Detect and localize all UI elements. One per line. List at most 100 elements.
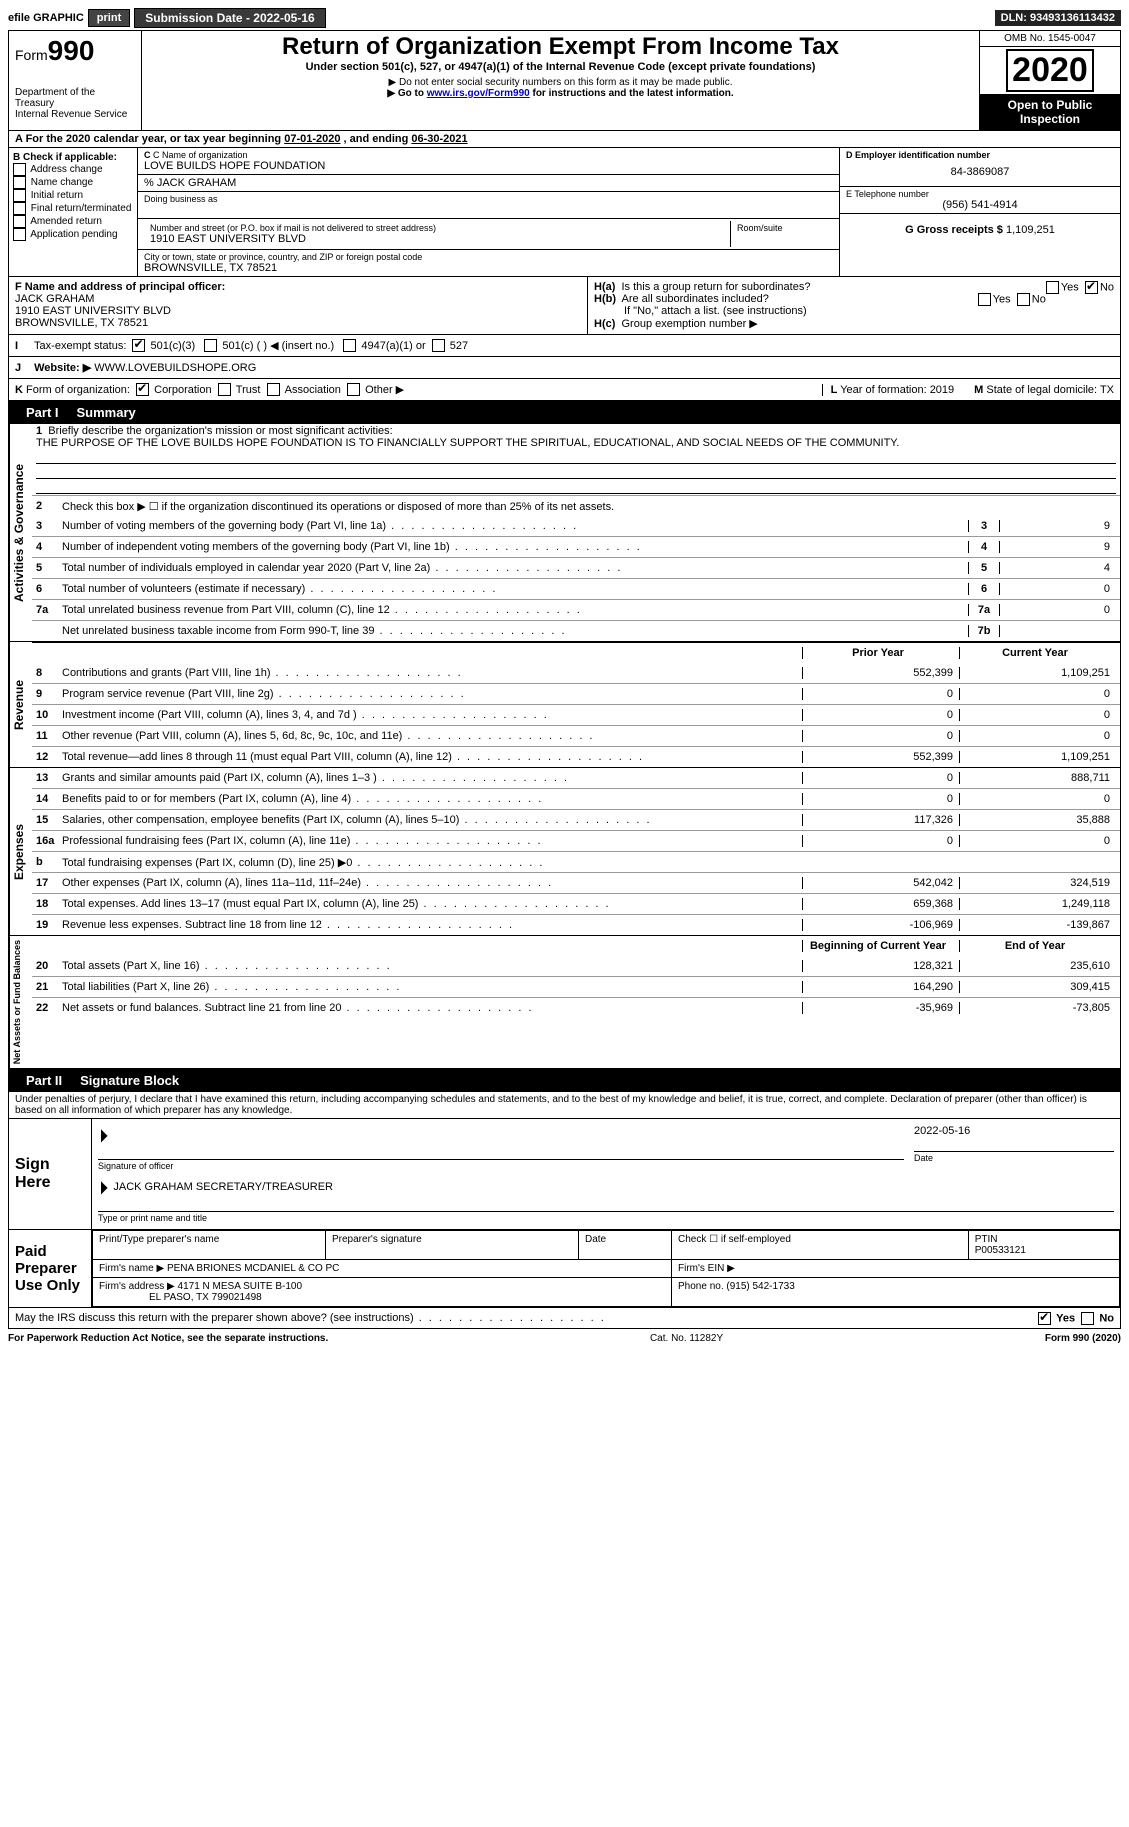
sign-here-block: Sign Here ▶ Signature of officer 2022-05… [8, 1119, 1121, 1230]
form-subtitle: Under section 501(c), 527, or 4947(a)(1)… [148, 61, 973, 73]
data-line: 20Total assets (Part X, line 16)128,3212… [32, 956, 1120, 976]
sign-here-label: Sign Here [9, 1119, 92, 1229]
ha-no[interactable] [1085, 281, 1098, 294]
chk-initial-return[interactable] [13, 189, 26, 202]
form-title: Return of Organization Exempt From Incom… [148, 33, 973, 61]
chk-527[interactable] [432, 339, 445, 352]
open-to-public: Open to Public Inspection [980, 94, 1120, 130]
hb-row: H(b) Are all subordinates included? Yes … [594, 293, 1114, 305]
col-c-org-info: C C Name of organization LOVE BUILDS HOP… [138, 148, 839, 276]
data-line: 21Total liabilities (Part X, line 26)164… [32, 976, 1120, 997]
chk-name-change[interactable] [13, 176, 26, 189]
data-line: 16aProfessional fundraising fees (Part I… [32, 830, 1120, 851]
data-line: 14Benefits paid to or for members (Part … [32, 788, 1120, 809]
gov-vlabel: Activities & Governance [9, 424, 32, 641]
row-j-website: J Website: ▶ WWW.LOVEBUILDSHOPE.ORG [8, 357, 1121, 379]
officer-name: JACK GRAHAM [15, 293, 94, 305]
org-name: LOVE BUILDS HOPE FOUNDATION [144, 160, 833, 172]
row-a-tax-year: A For the 2020 calendar year, or tax yea… [8, 131, 1121, 148]
perjury-declaration: Under penalties of perjury, I declare th… [8, 1092, 1121, 1119]
data-line: 11Other revenue (Part VIII, column (A), … [32, 725, 1120, 746]
data-line: 9Program service revenue (Part VIII, lin… [32, 683, 1120, 704]
rev-vlabel: Revenue [9, 642, 32, 767]
paid-prep-label: Paid Preparer Use Only [9, 1230, 92, 1307]
data-line: 17Other expenses (Part IX, column (A), l… [32, 872, 1120, 893]
part1-expenses: Expenses 13Grants and similar amounts pa… [8, 768, 1121, 936]
na-vlabel: Net Assets or Fund Balances [9, 936, 32, 1068]
data-line: 22Net assets or fund balances. Subtract … [32, 997, 1120, 1018]
chk-trust[interactable] [218, 383, 231, 396]
ha-row: H(a) Is this a group return for subordin… [594, 281, 1114, 293]
chk-amended[interactable] [13, 215, 26, 228]
data-line: 19Revenue less expenses. Subtract line 1… [32, 914, 1120, 935]
page-footer: For Paperwork Reduction Act Notice, see … [8, 1329, 1121, 1344]
part2-header: Part II Signature Block [8, 1069, 1121, 1092]
print-button[interactable]: print [88, 9, 130, 27]
year-formation: 2019 [930, 384, 954, 396]
dept-label: Department of the TreasuryInternal Reven… [15, 87, 135, 120]
gov-line: 5Total number of individuals employed in… [32, 557, 1120, 578]
discuss-yes[interactable] [1038, 1312, 1051, 1325]
street-address: 1910 EAST UNIVERSITY BLVD [150, 233, 724, 245]
chk-address-change[interactable] [13, 163, 26, 176]
hb-no[interactable] [1017, 293, 1030, 306]
hb-yes[interactable] [978, 293, 991, 306]
firm-name: PENA BRIONES MCDANIEL & CO PC [167, 1263, 339, 1274]
website: WWW.LOVEBUILDSHOPE.ORG [94, 362, 256, 374]
part1-revenue: Revenue Prior Year Current Year 8Contrib… [8, 642, 1121, 768]
hb-note: If "No," attach a list. (see instruction… [594, 305, 1114, 317]
section-b-c-d: B Check if applicable: Address change Na… [8, 148, 1121, 277]
ptin: P00533121 [975, 1245, 1026, 1256]
data-line: 18Total expenses. Add lines 13–17 (must … [32, 893, 1120, 914]
chk-final-return[interactable] [13, 202, 26, 215]
data-line: 12Total revenue—add lines 8 through 11 (… [32, 746, 1120, 767]
chk-assoc[interactable] [267, 383, 280, 396]
care-of: JACK GRAHAM [157, 177, 236, 189]
hc-row: H(c) Group exemption number ▶ [594, 317, 1114, 330]
room-label: Room/suite [737, 223, 827, 233]
ein: 84-3869087 [846, 160, 1114, 184]
chk-501c3[interactable] [132, 339, 145, 352]
chk-corp[interactable] [136, 383, 149, 396]
data-line: 13Grants and similar amounts paid (Part … [32, 768, 1120, 788]
phone-label: E Telephone number [846, 189, 1114, 199]
data-line: 10Investment income (Part VIII, column (… [32, 704, 1120, 725]
part1-netassets: Net Assets or Fund Balances Beginning of… [8, 936, 1121, 1069]
addr-label: Number and street (or P.O. box if mail i… [150, 223, 724, 233]
discuss-row: May the IRS discuss this return with the… [8, 1308, 1121, 1329]
gov-line: 4Number of independent voting members of… [32, 536, 1120, 557]
state-domicile: TX [1100, 384, 1114, 396]
gross-receipts: 1,109,251 [1006, 224, 1055, 236]
form-number: Form990 [15, 35, 135, 67]
gov-line: 3Number of voting members of the governi… [32, 516, 1120, 536]
city-label: City or town, state or province, country… [144, 252, 833, 262]
data-line: 15Salaries, other compensation, employee… [32, 809, 1120, 830]
mission-text: THE PURPOSE OF THE LOVE BUILDS HOPE FOUN… [36, 437, 1116, 449]
ha-yes[interactable] [1046, 281, 1059, 294]
gov-line: 7aTotal unrelated business revenue from … [32, 599, 1120, 620]
goto-note: ▶ Go to www.irs.gov/Form990 for instruct… [148, 88, 973, 99]
discuss-no[interactable] [1081, 1312, 1094, 1325]
efile-label: efile GRAPHIC [8, 12, 84, 24]
chk-other[interactable] [347, 383, 360, 396]
gov-line: Net unrelated business taxable income fr… [32, 620, 1120, 641]
section-f-h: F Name and address of principal officer:… [8, 277, 1121, 335]
top-bar: efile GRAPHIC print Submission Date - 20… [8, 8, 1121, 28]
dln-box: DLN: 93493136113432 [995, 10, 1121, 26]
row-i-tax-status: I Tax-exempt status: 501(c)(3) 501(c) ( … [8, 335, 1121, 357]
omb-number: OMB No. 1545-0047 [980, 31, 1120, 47]
col-d-ein: D Employer identification number 84-3869… [839, 148, 1120, 276]
data-line: 8Contributions and grants (Part VIII, li… [32, 663, 1120, 683]
data-line: bTotal fundraising expenses (Part IX, co… [32, 851, 1120, 872]
tax-year: 2020 [1006, 49, 1094, 92]
gov-line: 6Total number of volunteers (estimate if… [32, 578, 1120, 599]
prep-phone: (915) 542-1733 [726, 1281, 794, 1292]
chk-4947[interactable] [343, 339, 356, 352]
irs-link[interactable]: www.irs.gov/Form990 [427, 88, 530, 99]
chk-app-pending[interactable] [13, 228, 26, 241]
dba-label: Doing business as [144, 194, 833, 204]
row-k-form-org: K Form of organization: Corporation Trus… [8, 379, 1121, 401]
officer-print-name: JACK GRAHAM SECRETARY/TREASURER [113, 1181, 333, 1193]
c-name-label: C C Name of organization [144, 150, 833, 160]
chk-501c[interactable] [204, 339, 217, 352]
